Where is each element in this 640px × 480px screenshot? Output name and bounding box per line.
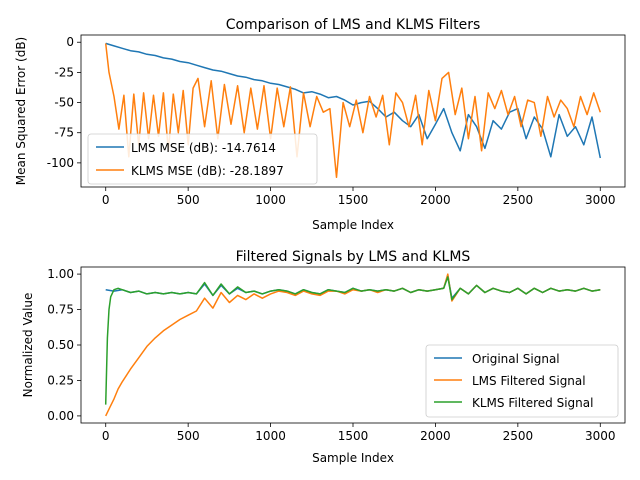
y-tick-label: -75 — [54, 126, 74, 140]
y-tick-label: 0 — [66, 35, 74, 49]
y-axis-label: Normalized Value — [21, 293, 35, 398]
series-lines — [104, 273, 601, 417]
series-line-2 — [104, 43, 602, 179]
x-tick-label: 2000 — [420, 429, 451, 443]
y-tick-label: 0.75 — [47, 303, 74, 317]
plot-frame — [80, 34, 626, 188]
x-tick-label: 3000 — [585, 429, 616, 443]
x-axis-label: Sample Index — [312, 451, 394, 465]
x-tick-label: 500 — [177, 429, 200, 443]
chart-title: Comparison of LMS and KLMS Filters — [226, 17, 481, 33]
legend-label-lms: LMS MSE (dB): -14.7614 — [131, 141, 276, 155]
y-tick-label: 0.25 — [47, 373, 74, 387]
legend-box — [425, 344, 619, 418]
legend-box — [87, 133, 318, 185]
y-tick-label: -50 — [54, 96, 74, 110]
filtered-signals-chart: Filtered Signals by LMS and KLMS 0.00 0.2… — [21, 249, 626, 465]
y-tick-label: -25 — [54, 65, 74, 79]
x-axis-label: Sample Index — [312, 218, 394, 232]
x-tick-label: 2000 — [420, 193, 451, 207]
x-tick-label: 1500 — [338, 429, 369, 443]
legend-label-original: Original Signal — [472, 352, 560, 366]
x-ticks: 0 500 1000 1500 2000 2500 3000 — [102, 187, 616, 207]
x-tick-label: 1000 — [255, 193, 286, 207]
series-line-3 — [104, 276, 601, 405]
y-tick-label: 1.00 — [47, 267, 74, 281]
legend: Original Signal LMS Filtered Signal KLMS… — [425, 344, 619, 418]
x-tick-label: 500 — [177, 193, 200, 207]
y-tick-label: -100 — [47, 156, 74, 170]
x-tick-label: 2500 — [503, 429, 534, 443]
y-axis-label: Mean Squared Error (dB) — [14, 37, 28, 185]
legend-label-lms-filtered: LMS Filtered Signal — [472, 374, 586, 388]
y-ticks: 0.00 0.25 0.50 0.75 1.00 — [47, 267, 81, 423]
x-tick-label: 1500 — [338, 193, 369, 207]
mse-comparison-chart: Comparison of LMS and KLMS Filters 0 -25 -… — [14, 17, 626, 232]
x-tick-label: 2500 — [503, 193, 534, 207]
y-tick-label: 0.50 — [47, 338, 74, 352]
series-lines — [104, 42, 602, 179]
x-tick-label: 0 — [102, 429, 110, 443]
plot-frame — [80, 266, 626, 424]
legend: LMS MSE (dB): -14.7614 KLMS MSE (dB): -2… — [87, 133, 318, 185]
legend-label-klms-filtered: KLMS Filtered Signal — [472, 396, 593, 410]
chart-title: Filtered Signals by LMS and KLMS — [236, 249, 471, 265]
y-ticks: 0 -25 -50 -75 -100 — [47, 35, 81, 170]
y-tick-label: 0.00 — [47, 409, 74, 423]
x-ticks: 0 500 1000 1500 2000 2500 3000 — [102, 423, 616, 443]
x-tick-label: 0 — [102, 193, 110, 207]
x-tick-label: 3000 — [585, 193, 616, 207]
x-tick-label: 1000 — [255, 429, 286, 443]
legend-label-klms: KLMS MSE (dB): -28.1897 — [131, 164, 284, 178]
